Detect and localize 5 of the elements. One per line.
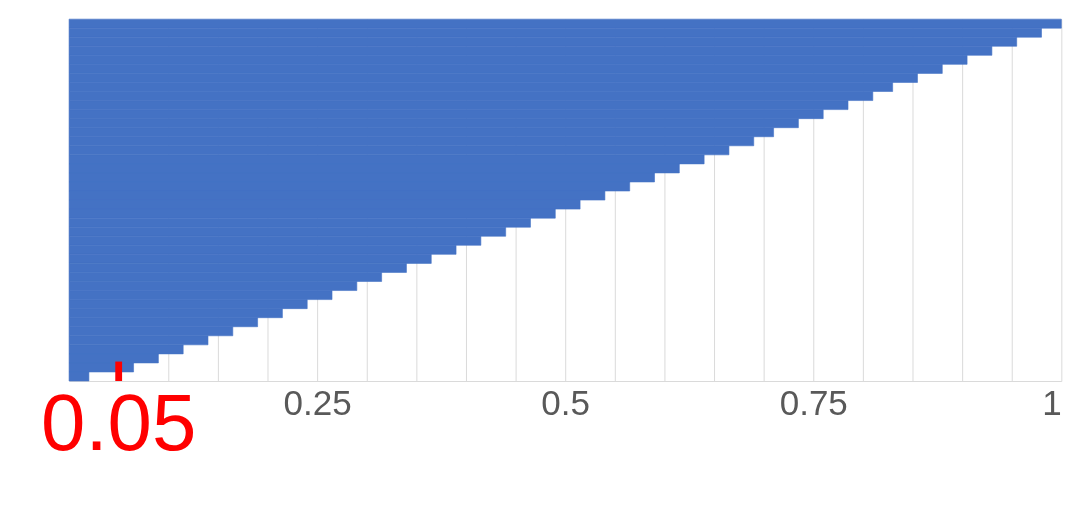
ref-line-label: 0.05: [41, 378, 197, 468]
x-tick-label: 0.5: [541, 382, 591, 422]
x-tick-label: 0.25: [283, 382, 352, 422]
x-tick-label: 1: [1042, 382, 1062, 422]
x-tick-label: 0.75: [779, 382, 848, 422]
